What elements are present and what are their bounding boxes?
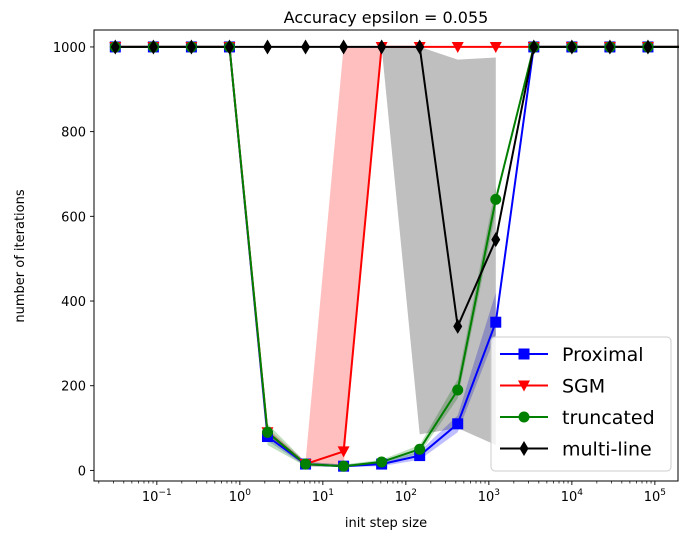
legend-marker-Proximal bbox=[518, 348, 530, 360]
y-axis-label: number of iterations bbox=[13, 189, 28, 322]
marker-truncated bbox=[262, 426, 274, 438]
marker-multi-line bbox=[224, 39, 234, 55]
marker-multi-line bbox=[339, 39, 349, 55]
y-tick-label: 1000 bbox=[53, 41, 86, 56]
marker-multi-line bbox=[491, 232, 501, 248]
x-axis-label: init step size bbox=[345, 516, 427, 531]
chart-title: Accuracy epsilon = 0.055 bbox=[284, 8, 489, 27]
marker-truncated bbox=[490, 193, 502, 205]
marker-Proximal bbox=[414, 450, 426, 462]
legend-label: multi-line bbox=[562, 439, 652, 461]
band-Proximal bbox=[267, 292, 496, 467]
legend-box bbox=[490, 336, 672, 472]
y-tick-label: 200 bbox=[61, 380, 86, 395]
band-SGM bbox=[267, 46, 382, 467]
y-tick-label: 400 bbox=[61, 295, 86, 310]
y-tick-label: 600 bbox=[61, 210, 86, 225]
marker-truncated bbox=[452, 384, 464, 396]
marker-Proximal bbox=[490, 316, 502, 328]
x-tick-label: 100 bbox=[229, 488, 252, 505]
marker-multi-line bbox=[263, 39, 273, 55]
plot-frame bbox=[93, 29, 679, 482]
marker-truncated bbox=[376, 456, 388, 468]
marker-multi-line bbox=[605, 39, 615, 55]
marker-multi-line bbox=[148, 39, 158, 55]
x-tick-label: 10−1 bbox=[142, 488, 172, 505]
x-tick-label: 105 bbox=[644, 488, 666, 505]
legend-marker-multi-line bbox=[519, 441, 529, 456]
marker-truncated bbox=[414, 443, 426, 455]
x-axis-ticks: 10−1 100 101 102 103 104 105 bbox=[98, 481, 666, 505]
x-tick-label: 102 bbox=[395, 488, 417, 505]
marker-multi-line bbox=[453, 318, 463, 334]
marker-SGM bbox=[337, 446, 350, 458]
marker-multi-line bbox=[110, 39, 120, 55]
marker-Proximal bbox=[452, 418, 464, 430]
y-tick-label: 0 bbox=[78, 464, 86, 479]
series-line-multi-line bbox=[115, 45, 679, 328]
marker-multi-line bbox=[567, 39, 577, 55]
x-tick-label: 104 bbox=[561, 488, 584, 505]
marker-multi-line bbox=[643, 39, 653, 55]
legend-marker-SGM bbox=[518, 380, 530, 392]
series-lines bbox=[115, 45, 679, 468]
marker-multi-line bbox=[377, 39, 387, 55]
marker-multi-line bbox=[186, 39, 196, 55]
legend: Proximal SGM truncated multi-line bbox=[490, 336, 672, 472]
y-axis-ticks: 0 200 400 600 800 1000 bbox=[53, 41, 94, 479]
series-markers bbox=[109, 39, 654, 472]
legend-label: truncated bbox=[562, 407, 655, 429]
legend-label: Proximal bbox=[562, 344, 644, 366]
x-tick-label: 101 bbox=[312, 488, 334, 505]
legend-marker-truncated bbox=[518, 411, 530, 423]
marker-truncated bbox=[338, 460, 350, 472]
x-tick-label: 103 bbox=[478, 488, 500, 505]
marker-truncated bbox=[300, 458, 312, 470]
legend-label: SGM bbox=[562, 376, 605, 398]
marker-multi-line bbox=[529, 39, 539, 55]
marker-multi-line bbox=[301, 39, 311, 55]
marker-multi-line bbox=[415, 39, 425, 55]
y-tick-label: 800 bbox=[61, 126, 86, 141]
marker-SGM bbox=[489, 41, 502, 53]
marker-SGM bbox=[451, 41, 464, 53]
